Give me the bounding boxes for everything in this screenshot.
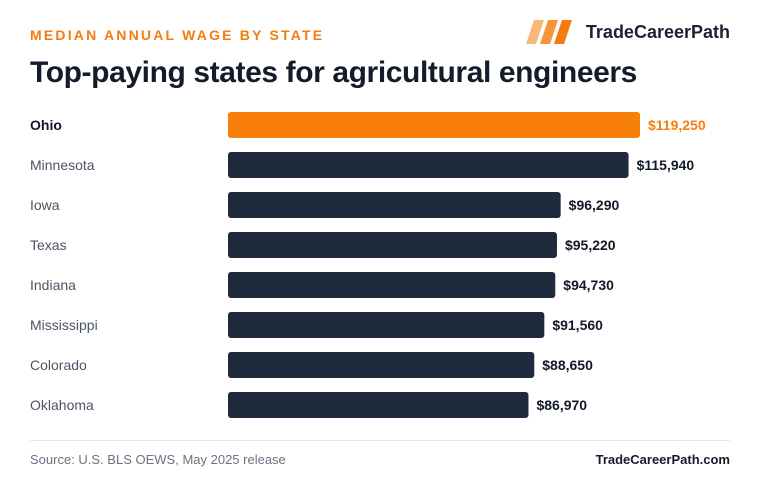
bar <box>228 392 529 418</box>
footer-brand-link[interactable]: TradeCareerPath.com <box>595 452 730 467</box>
source-note: Source: U.S. BLS OEWS, May 2025 release <box>30 452 286 467</box>
value-label: $86,970 <box>536 397 587 413</box>
category-label: Colorado <box>30 357 87 373</box>
value-label: $95,220 <box>565 237 616 253</box>
value-label: $115,940 <box>637 157 695 173</box>
bar <box>228 272 556 298</box>
category-label: Minnesota <box>30 157 95 173</box>
category-label: Iowa <box>30 197 60 213</box>
chart-eyebrow: MEDIAN ANNUAL WAGE BY STATE <box>30 27 325 43</box>
value-label: $96,290 <box>569 197 620 213</box>
bar <box>228 232 557 258</box>
category-label: Mississippi <box>30 317 98 333</box>
category-label: Texas <box>30 237 67 253</box>
category-label: Oklahoma <box>30 397 94 413</box>
value-label: $119,250 <box>648 117 706 133</box>
brand-stripes-icon <box>525 20 572 44</box>
footer-divider <box>30 440 730 441</box>
chart-title: Top-paying states for agricultural engin… <box>30 56 637 89</box>
bar <box>228 352 535 378</box>
value-label: $88,650 <box>542 357 593 373</box>
category-label: Indiana <box>30 277 76 293</box>
bar <box>228 152 629 178</box>
bar <box>228 192 561 218</box>
brand-name: TradeCareerPath <box>585 21 730 42</box>
bar <box>228 312 545 338</box>
category-label: Ohio <box>30 117 62 133</box>
bar-chart: Ohio $119,250 Minnesota $115,940 Iowa $96,290… <box>30 112 706 418</box>
value-label: $94,730 <box>563 277 614 293</box>
value-label: $91,560 <box>552 317 603 333</box>
brand-logo: TradeCareerPath <box>525 20 730 44</box>
bar <box>228 112 640 138</box>
